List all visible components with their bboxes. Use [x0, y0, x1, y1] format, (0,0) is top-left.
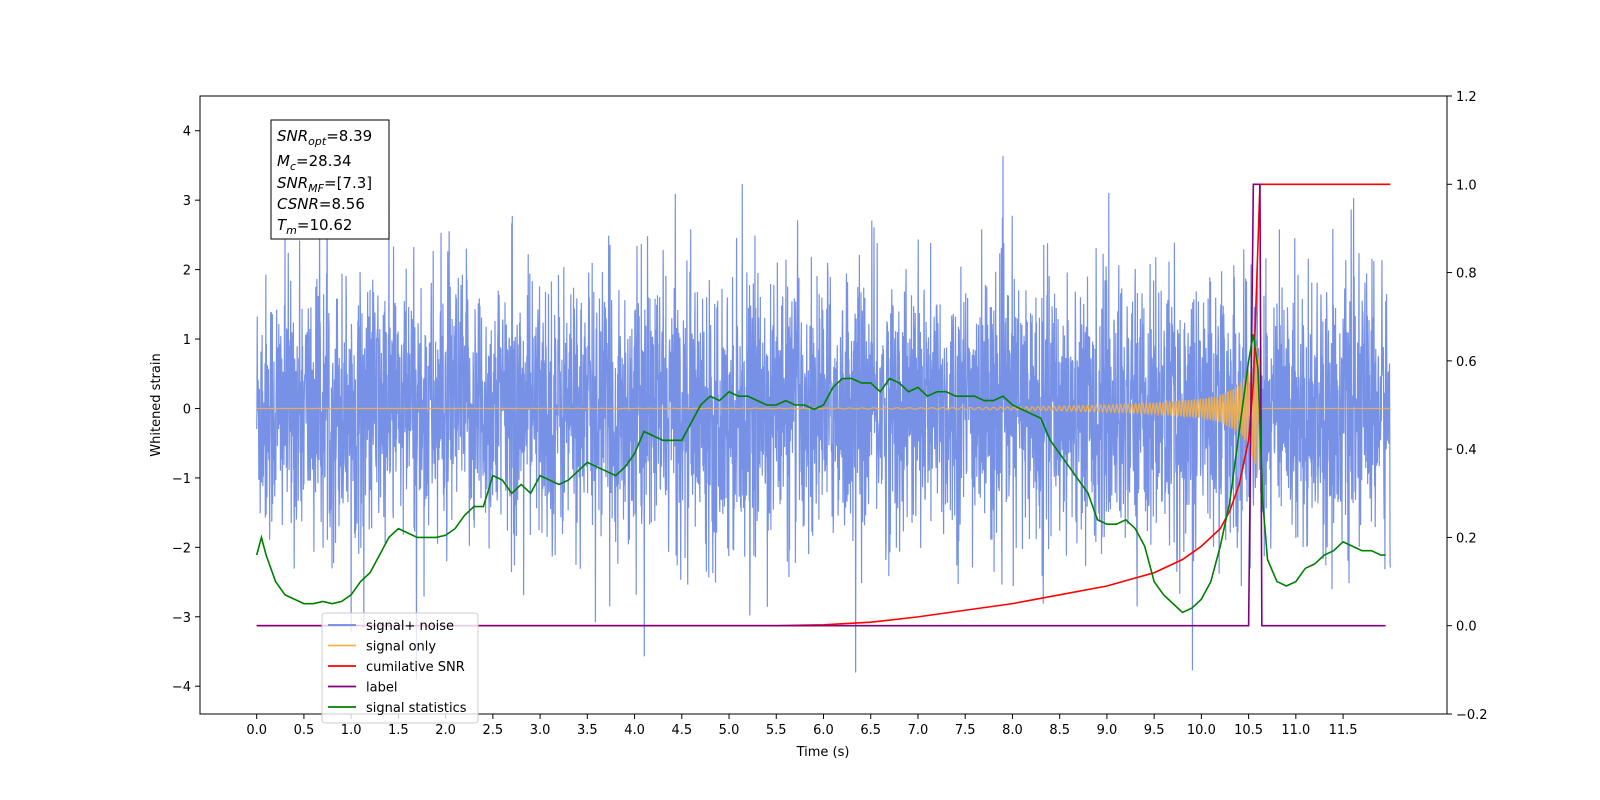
x-axis-label: Time (s)	[796, 745, 850, 760]
info-tm: Tm=10.62	[277, 216, 352, 237]
x-tick-label: 4.0	[624, 723, 645, 738]
y-right-tick-label: 0.6	[1456, 355, 1477, 370]
legend-label: signal+ noise	[366, 619, 454, 634]
x-tick-label: 10.0	[1187, 723, 1216, 738]
series-layer	[255, 156, 1391, 680]
y-tick-label: 3	[183, 194, 191, 209]
x-tick-label: 5.5	[766, 723, 787, 738]
y-right-tick-label: 1.0	[1456, 178, 1477, 193]
legend-label: cumilative SNR	[366, 660, 465, 675]
y-right-tick-label: 0.2	[1456, 531, 1477, 546]
y-tick-label: 0	[183, 402, 191, 417]
x-tick-label: 0.5	[294, 723, 315, 738]
x-axis: 0.0 0.5 1.0 1.5 2.0 2.5 3.0 3.5 4.0 4.5 5.0 5.5 6.0 6…	[246, 714, 1358, 738]
x-tick-label: 8.5	[1049, 723, 1070, 738]
series-signal-noise	[256, 156, 1391, 680]
legend: signal+ noise signal only cumilative SNR la…	[321, 612, 479, 724]
y-tick-label: 1	[183, 333, 191, 348]
y-tick-label: −3	[172, 611, 191, 626]
x-tick-label: 3.0	[530, 723, 551, 738]
x-tick-label: 2.5	[483, 723, 504, 738]
legend-label: signal only	[366, 640, 436, 655]
x-tick-label: 2.0	[435, 723, 456, 738]
info-box: SNRopt=8.39 Mc=28.34 SNRMF=[7.3] CSNR=8.…	[270, 119, 390, 240]
x-tick-label: 7.0	[908, 723, 929, 738]
info-snr-mf: SNRMF=[7.3]	[277, 174, 372, 195]
y-tick-label: −1	[172, 472, 191, 487]
x-tick-label: 4.5	[671, 723, 692, 738]
x-tick-label: 1.0	[341, 723, 362, 738]
x-tick-label: 10.5	[1234, 723, 1263, 738]
legend-label: signal statistics	[366, 701, 467, 716]
x-tick-label: 11.0	[1281, 723, 1310, 738]
info-snr-opt: SNRopt=8.39	[277, 127, 372, 148]
y-right-tick-label: 1.2	[1456, 90, 1477, 105]
x-tick-label: 6.0	[813, 723, 834, 738]
y-axis-right: −0.2 0.0 0.2 0.4 0.6 0.8 1.0 1.2	[1447, 90, 1488, 723]
x-tick-label: 1.5	[388, 723, 409, 738]
y-right-tick-label: 0.4	[1456, 443, 1477, 458]
x-tick-label: 9.0	[1097, 723, 1118, 738]
series-label	[256, 183, 1386, 627]
x-tick-label: 0.0	[246, 723, 267, 738]
legend-frame	[321, 612, 479, 724]
y-axis-left: −4 −3 −2 −1 0 1 2 3 4	[172, 125, 200, 695]
series-signal-only	[256, 346, 1391, 475]
legend-label: label	[366, 681, 397, 696]
y-tick-label: 4	[183, 125, 191, 140]
series-signal-statistics	[255, 334, 1386, 614]
info-mc: Mc=28.34	[277, 152, 352, 173]
y-tick-label: 2	[183, 264, 191, 279]
x-tick-label: 11.5	[1329, 723, 1358, 738]
x-tick-label: 8.0	[1002, 723, 1023, 738]
series-cumulative-snr	[256, 183, 1391, 627]
y-right-tick-label: 0.8	[1456, 267, 1477, 282]
x-tick-label: 3.5	[577, 723, 598, 738]
x-tick-label: 7.5	[955, 723, 976, 738]
info-csnr: CSNR=8.56	[277, 195, 365, 213]
y-right-tick-label: −0.2	[1456, 708, 1488, 723]
y-right-tick-label: 0.0	[1456, 620, 1477, 635]
x-tick-label: 6.5	[860, 723, 881, 738]
info-box-frame	[270, 119, 390, 240]
y-axis-label: Whitened strain	[149, 353, 164, 456]
y-tick-label: −2	[172, 541, 191, 556]
y-tick-label: −4	[172, 680, 191, 695]
x-tick-label: 5.0	[719, 723, 740, 738]
x-tick-label: 9.5	[1144, 723, 1165, 738]
